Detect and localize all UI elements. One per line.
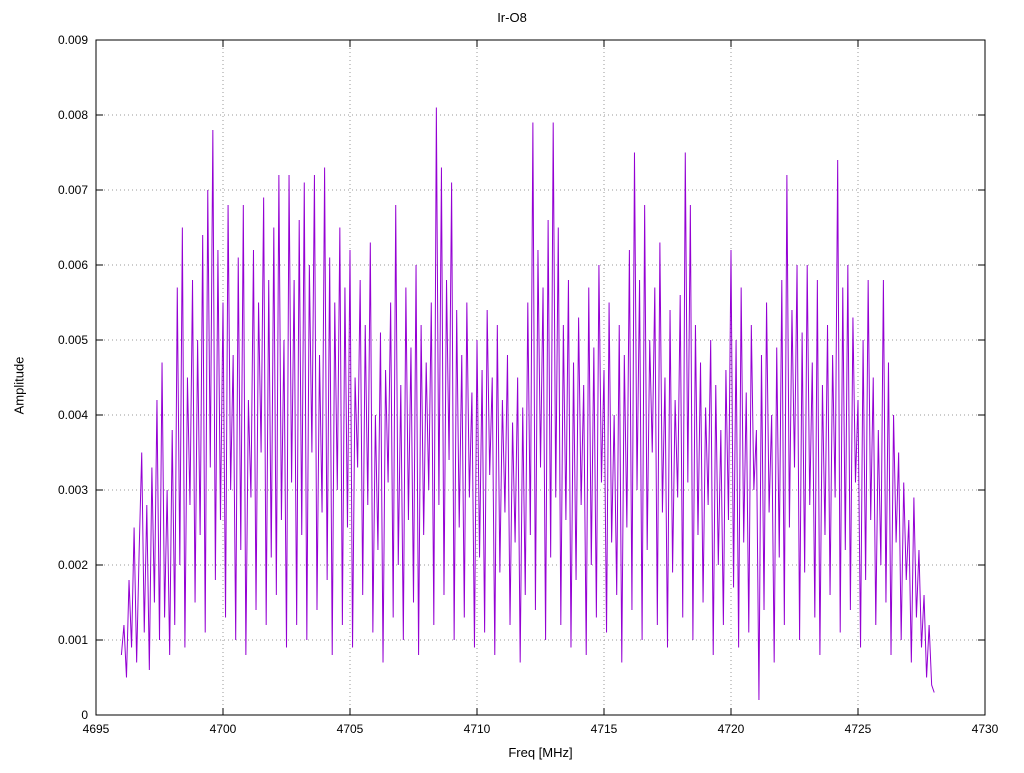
y-tick-label: 0.005 [58, 333, 88, 347]
x-tick-label: 4695 [83, 722, 110, 736]
y-tick-label: 0.009 [58, 33, 88, 47]
y-tick-label: 0 [81, 708, 88, 722]
x-tick-label: 4700 [210, 722, 237, 736]
x-tick-label: 4715 [591, 722, 618, 736]
y-tick-label: 0.003 [58, 483, 88, 497]
x-axis-label: Freq [MHz] [508, 745, 573, 760]
y-tick-label: 0.008 [58, 108, 88, 122]
spectrum-line [120, 107, 935, 701]
x-tick-label: 4725 [845, 722, 872, 736]
x-tick-label: 4710 [464, 722, 491, 736]
y-axis-label: Amplitude [11, 356, 27, 415]
plot-title: Ir-O8 [497, 10, 527, 25]
y-tick-label: 0.004 [58, 408, 88, 422]
x-tick-label: 4730 [972, 722, 999, 736]
x-tick-label: 4720 [718, 722, 745, 736]
y-tick-label: 0.001 [58, 633, 88, 647]
plot-border [95, 39, 986, 716]
y-tick-label: 0.006 [58, 258, 88, 272]
y-tick-label: 0.002 [58, 558, 88, 572]
x-tick-label: 4705 [337, 722, 364, 736]
y-tick-label: 0.007 [58, 183, 88, 197]
